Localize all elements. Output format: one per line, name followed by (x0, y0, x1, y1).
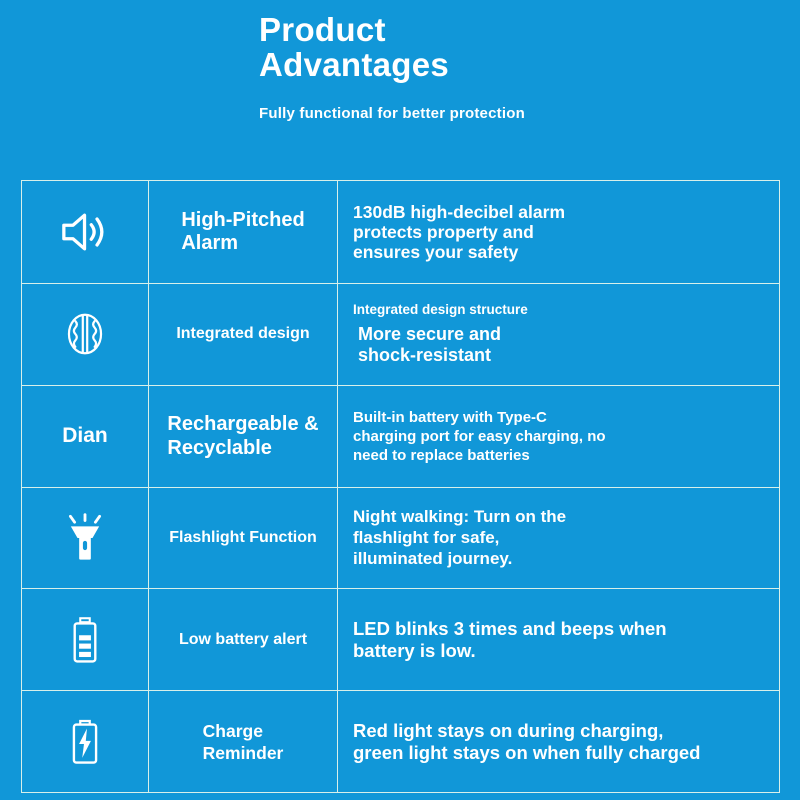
dian-text-label: Dian (62, 424, 108, 448)
title-cell: Flashlight Function (149, 487, 338, 589)
header: Product Advantages Fully functional for … (259, 12, 525, 122)
table-row-rechargeable: Dian Rechargeable & Recyclable Built-in … (22, 384, 779, 487)
icon-cell (22, 283, 149, 385)
feature-description: 130dB high-decibel alarm protects proper… (353, 201, 566, 262)
icon-cell: Dian (22, 385, 149, 487)
feature-description: Night walking: Turn on the flashlight fo… (353, 507, 567, 569)
description-cell: Built-in battery with Type-C charging po… (338, 386, 779, 487)
feature-title: Rechargeable & Recyclable (167, 413, 319, 460)
battery-level-icon (73, 616, 97, 663)
title-cell: High-Pitched Alarm (149, 181, 338, 283)
page-subtitle: Fully functional for better protection (259, 105, 525, 122)
title-cell: Low battery alert (149, 589, 338, 691)
feature-title: Charge Reminder (202, 720, 284, 763)
icon-cell (22, 691, 149, 792)
feature-title: Flashlight Function (169, 528, 317, 546)
icon-cell (22, 487, 149, 589)
table-row-high-pitched-alarm: High-Pitched Alarm 130dB high-decibel al… (22, 181, 779, 283)
description-cell: Red light stays on during charging, gree… (338, 691, 779, 792)
page-title: Product Advantages (259, 11, 450, 83)
feature-description: Red light stays on during charging, gree… (353, 720, 701, 763)
title-cell: Charge Reminder (149, 691, 338, 792)
table-row-integrated-design: Integrated design Integrated design stru… (22, 282, 779, 385)
integrated-design-icon (67, 313, 103, 355)
feature-title: Low battery alert (178, 630, 308, 648)
battery-charging-icon (72, 719, 98, 764)
title-cell: Integrated design (149, 283, 338, 385)
title-cell: Rechargeable & Recyclable (149, 385, 338, 487)
table-row-low-battery: Low battery alert LED blinks 3 times and… (22, 588, 779, 691)
flashlight-icon (69, 513, 102, 560)
feature-title: Integrated design (176, 325, 310, 343)
table-row-charge-reminder: Charge Reminder Red light stays on durin… (22, 690, 779, 792)
speaker-alarm-icon (62, 213, 104, 251)
feature-description: LED blinks 3 times and beeps when batter… (353, 618, 667, 661)
feature-title: High-Pitched Alarm (181, 208, 305, 254)
table-row-flashlight: Flashlight Function Night walking: Turn … (22, 486, 779, 589)
icon-cell (22, 181, 149, 283)
advantages-table: High-Pitched Alarm 130dB high-decibel al… (21, 180, 780, 793)
description-cell: LED blinks 3 times and beeps when batter… (338, 589, 779, 690)
description-cell: Integrated design structure More secure … (338, 284, 779, 385)
feature-description: More secure and shock-resistant (358, 324, 502, 366)
description-cell: Night walking: Turn on the flashlight fo… (338, 488, 779, 589)
feature-description: Built-in battery with Type-C charging po… (353, 408, 606, 464)
description-cell: 130dB high-decibel alarm protects proper… (338, 181, 779, 283)
feature-description-note: Integrated design structure (353, 302, 528, 318)
icon-cell (22, 589, 149, 691)
